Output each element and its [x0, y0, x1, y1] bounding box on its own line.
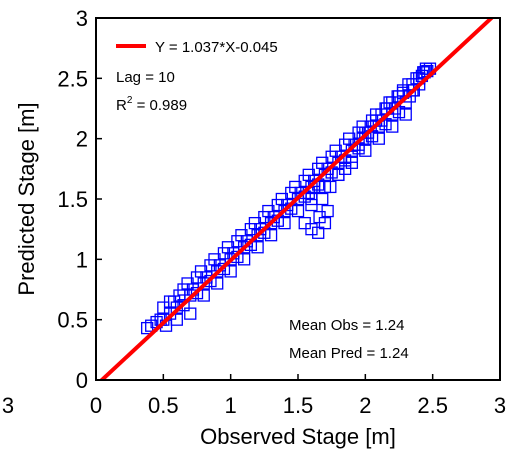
data-point [170, 313, 183, 326]
legend-fit-label: Y = 1.037*X-0.045 [155, 39, 278, 56]
y-axis-title: Predicted Stage [m] [14, 102, 39, 295]
data-point [217, 247, 231, 260]
r2-annotation: R2 = 0.989 [116, 95, 187, 114]
data-point [237, 253, 251, 266]
data-point [271, 198, 284, 212]
data-point [211, 277, 224, 290]
r2-superscript: 2 [127, 95, 133, 106]
y-tick-label: 0 [76, 368, 88, 393]
data-point [338, 162, 352, 175]
y-tick-label: 1.5 [57, 187, 88, 212]
data-point [392, 105, 406, 119]
data-point [285, 186, 298, 200]
data-point [372, 132, 385, 145]
mean-obs-annotation: Mean Obs = 1.24 [289, 317, 405, 334]
data-point [177, 283, 190, 296]
data-point [224, 265, 237, 278]
axis-ticks: 0 0.5 1 1.5 2 2.5 3 0 0.5 1 1.5 2 2.5 3 [57, 6, 506, 418]
mean-pred-annotation: Mean Pred = 1.24 [289, 345, 409, 362]
r2-value: = 0.989 [132, 97, 187, 114]
data-point [184, 307, 197, 320]
data-point [324, 180, 337, 194]
data-point [312, 162, 325, 175]
data-point [197, 289, 210, 302]
data-point [251, 241, 264, 254]
data-point [258, 210, 271, 224]
x-tick-label: 1 [225, 393, 237, 418]
data-point [291, 204, 305, 218]
scatter-markers [141, 62, 437, 335]
data-point [190, 271, 204, 284]
x-tick-label: 0 [90, 393, 102, 418]
data-point [264, 229, 278, 242]
data-point [305, 198, 318, 212]
y-tick-label: 3 [76, 6, 88, 31]
data-point [406, 84, 419, 97]
lag-annotation: Lag = 10 [116, 69, 175, 86]
x-tick-label: 0.5 [148, 393, 179, 418]
x-tick-label: 2 [359, 393, 371, 418]
fit-line [98, 18, 495, 380]
x-tick-label: 2.5 [417, 393, 448, 418]
y-tick-label: 0.5 [57, 308, 88, 333]
data-point [231, 235, 244, 248]
clipped-left-tick-label: 3 [2, 393, 14, 418]
data-point [278, 216, 291, 230]
y-tick-label: 2.5 [57, 66, 88, 91]
data-point [345, 150, 359, 163]
data-point [325, 150, 338, 163]
x-tick-label: 3 [494, 393, 506, 418]
data-point [399, 108, 412, 121]
data-point [316, 192, 329, 206]
data-point [190, 286, 204, 300]
data-point [312, 226, 325, 239]
y-tick-label: 2 [76, 127, 88, 152]
y-tick-label: 1 [76, 247, 88, 272]
legend: Y = 1.037*X-0.045 [116, 39, 278, 56]
data-point [204, 274, 217, 288]
data-point [163, 295, 177, 308]
data-point [386, 120, 399, 133]
data-point [305, 223, 318, 236]
data-point [177, 299, 190, 312]
fit-line-layer [98, 18, 495, 380]
r2-prefix: R [116, 97, 127, 114]
x-axis-title: Observed Stage [m] [200, 424, 396, 449]
data-point [338, 138, 352, 151]
x-tick-label: 1.5 [283, 393, 314, 418]
data-point [313, 210, 326, 224]
data-point [204, 259, 217, 272]
data-point [244, 223, 258, 236]
